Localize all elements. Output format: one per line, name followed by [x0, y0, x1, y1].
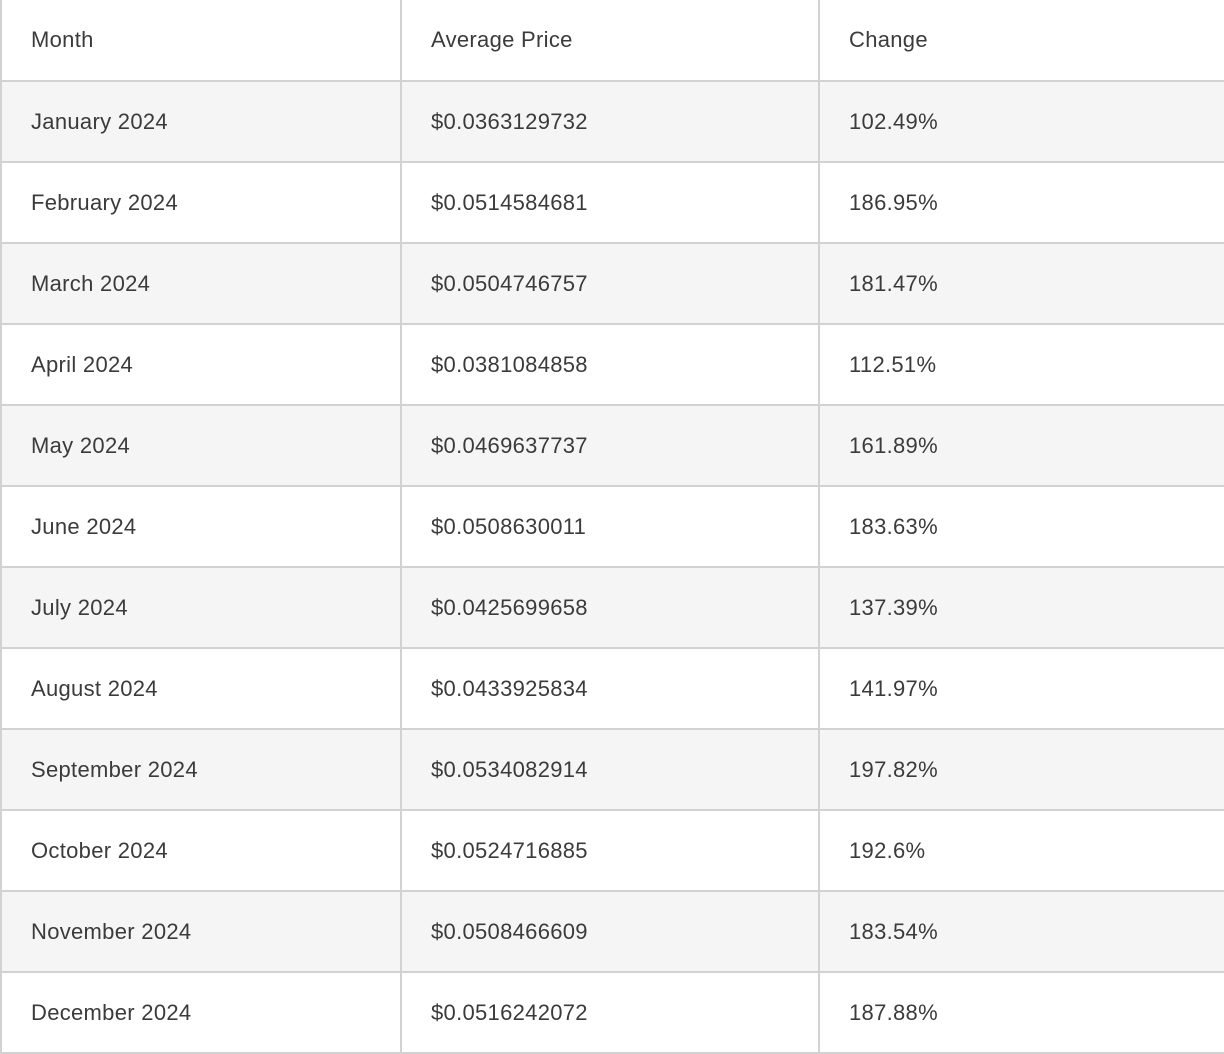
month-cell: February 2024	[0, 161, 402, 244]
table-row: October 2024 $0.0524716885 192.6%	[0, 809, 1224, 892]
column-header-change: Change	[818, 0, 1224, 82]
average-price-cell: $0.0534082914	[400, 728, 820, 811]
table-row: January 2024 $0.0363129732 102.49%	[0, 80, 1224, 163]
month-cell: March 2024	[0, 242, 402, 325]
change-cell: 197.82%	[818, 728, 1224, 811]
table-row: April 2024 $0.0381084858 112.51%	[0, 323, 1224, 406]
average-price-cell: $0.0504746757	[400, 242, 820, 325]
change-cell: 102.49%	[818, 80, 1224, 163]
average-price-cell: $0.0469637737	[400, 404, 820, 487]
change-cell: 161.89%	[818, 404, 1224, 487]
table-row: December 2024 $0.0516242072 187.88%	[0, 971, 1224, 1054]
change-cell: 137.39%	[818, 566, 1224, 649]
month-cell: August 2024	[0, 647, 402, 730]
average-price-cell: $0.0508466609	[400, 890, 820, 973]
change-cell: 141.97%	[818, 647, 1224, 730]
average-price-cell: $0.0514584681	[400, 161, 820, 244]
change-cell: 192.6%	[818, 809, 1224, 892]
column-header-month: Month	[0, 0, 402, 82]
average-price-cell: $0.0433925834	[400, 647, 820, 730]
change-cell: 181.47%	[818, 242, 1224, 325]
month-cell: April 2024	[0, 323, 402, 406]
month-cell: May 2024	[0, 404, 402, 487]
table-row: June 2024 $0.0508630011 183.63%	[0, 485, 1224, 568]
table-row: August 2024 $0.0433925834 141.97%	[0, 647, 1224, 730]
change-cell: 183.54%	[818, 890, 1224, 973]
average-price-cell: $0.0381084858	[400, 323, 820, 406]
table-row: November 2024 $0.0508466609 183.54%	[0, 890, 1224, 973]
table-row: July 2024 $0.0425699658 137.39%	[0, 566, 1224, 649]
change-cell: 112.51%	[818, 323, 1224, 406]
month-cell: December 2024	[0, 971, 402, 1054]
average-price-cell: $0.0516242072	[400, 971, 820, 1054]
change-cell: 187.88%	[818, 971, 1224, 1054]
change-cell: 186.95%	[818, 161, 1224, 244]
month-cell: June 2024	[0, 485, 402, 568]
month-cell: November 2024	[0, 890, 402, 973]
month-cell: September 2024	[0, 728, 402, 811]
table-row: February 2024 $0.0514584681 186.95%	[0, 161, 1224, 244]
month-cell: January 2024	[0, 80, 402, 163]
table-row: May 2024 $0.0469637737 161.89%	[0, 404, 1224, 487]
average-price-cell: $0.0363129732	[400, 80, 820, 163]
column-header-average-price: Average Price	[400, 0, 820, 82]
average-price-cell: $0.0508630011	[400, 485, 820, 568]
month-cell: July 2024	[0, 566, 402, 649]
month-cell: October 2024	[0, 809, 402, 892]
table-row: March 2024 $0.0504746757 181.47%	[0, 242, 1224, 325]
table-body: January 2024 $0.0363129732 102.49% February…	[0, 80, 1224, 1054]
table-row: September 2024 $0.0534082914 197.82%	[0, 728, 1224, 811]
average-price-cell: $0.0524716885	[400, 809, 820, 892]
table-header-row: Month Average Price Change	[0, 0, 1224, 82]
average-price-cell: $0.0425699658	[400, 566, 820, 649]
change-cell: 183.63%	[818, 485, 1224, 568]
